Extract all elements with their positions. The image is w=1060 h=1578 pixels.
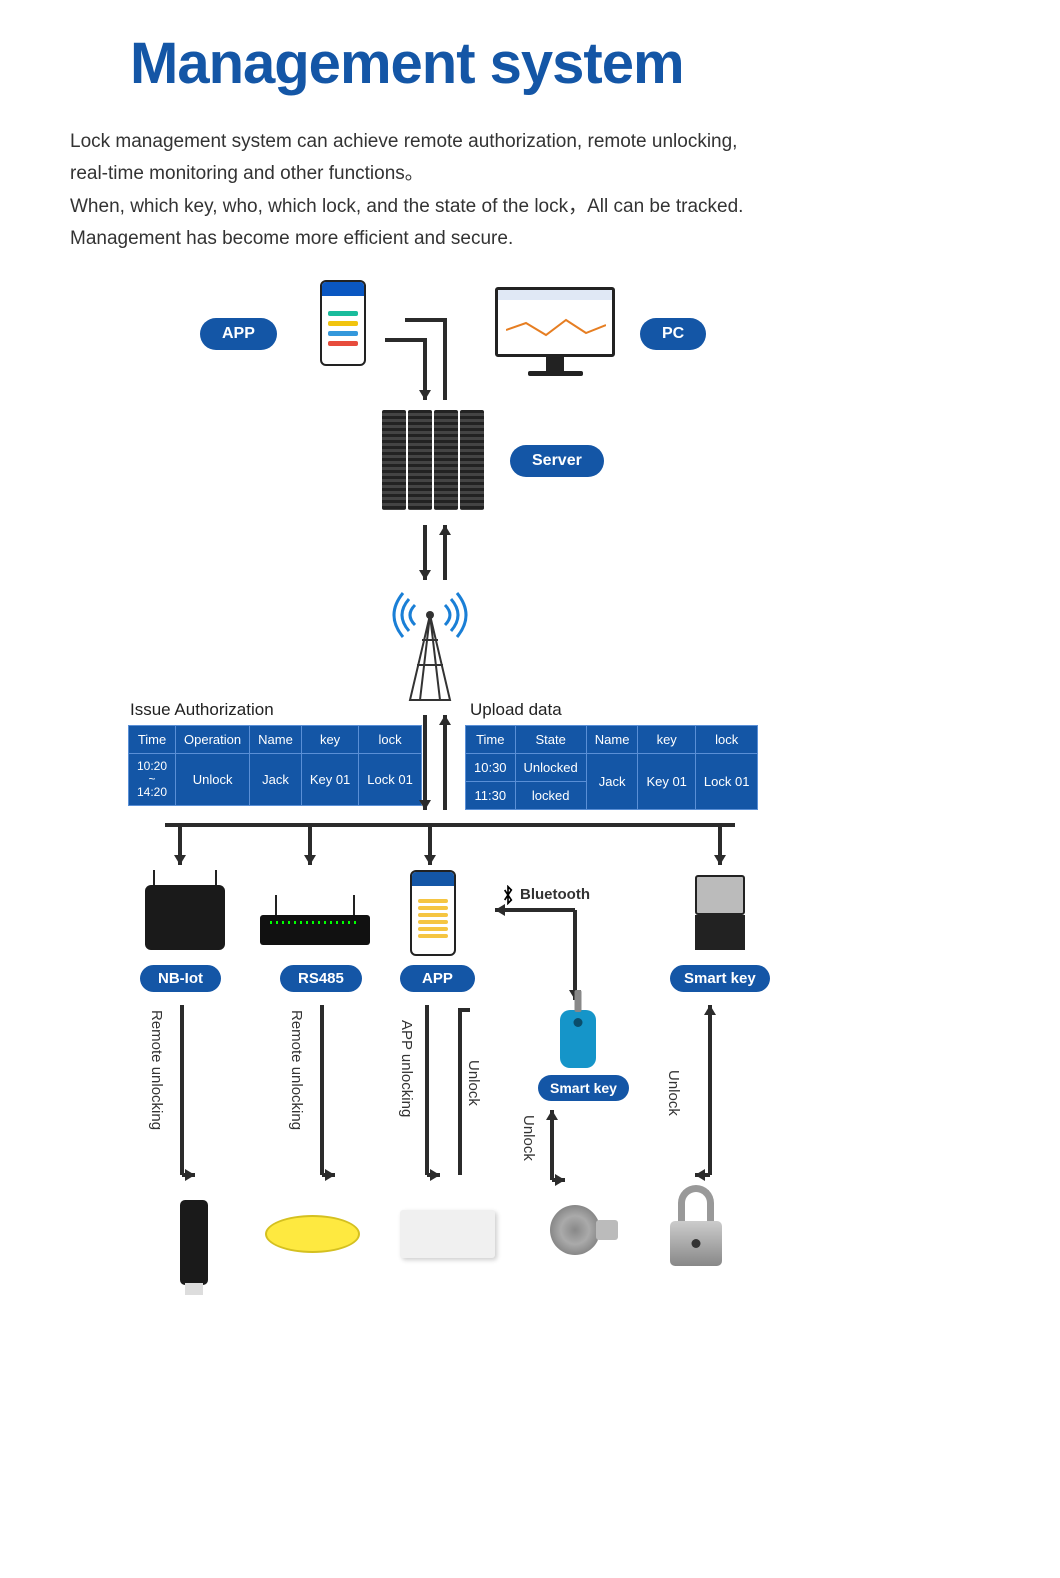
td: 11:30	[466, 781, 516, 809]
vert-unlock2: Unlock	[520, 1115, 537, 1161]
th-lock: lock	[695, 725, 758, 753]
td-key: Key 01	[301, 753, 358, 806]
th-state: State	[515, 725, 586, 753]
upload-data-table: Time State Name key lock 10:30 Unlocked …	[465, 725, 758, 810]
vert-unlock3: Unlock	[665, 1070, 682, 1116]
desc-line: real-time monitoring and other functions…	[70, 159, 990, 189]
antenna-icon	[395, 585, 465, 710]
arrow-fob-down-icon	[540, 1105, 570, 1195]
smartkey-reader-icon	[695, 875, 745, 950]
description-block: Lock management system can achieve remot…	[70, 127, 990, 255]
th-name: Name	[586, 725, 638, 753]
td: Jack	[586, 753, 638, 809]
th-time: Time	[466, 725, 516, 753]
desc-line: When, which key, who, which lock, and th…	[70, 192, 990, 222]
td-time: 10:20 ~ 14:20	[129, 753, 176, 806]
lock-handle-icon	[180, 1200, 208, 1285]
server-icon	[382, 410, 484, 510]
th-name: Name	[250, 725, 302, 753]
phone-icon	[320, 280, 366, 366]
issue-auth-label: Issue Authorization	[130, 700, 274, 720]
vert-appunlock: APP unlocking	[398, 1020, 415, 1117]
th-key: key	[638, 725, 695, 753]
monitor-icon	[495, 287, 615, 376]
app-pill: APP	[200, 318, 277, 350]
app2-pill: APP	[400, 965, 475, 992]
system-diagram: APP PC Server	[70, 280, 990, 1530]
th-key: key	[301, 725, 358, 753]
arrow-nbiot-down-icon	[170, 1000, 200, 1190]
upload-data-label: Upload data	[470, 700, 562, 720]
smartkey-reader-pill: Smart key	[670, 965, 770, 992]
keyfob-icon	[560, 1010, 596, 1068]
padlock-icon	[670, 1185, 722, 1266]
td: 10:30	[466, 753, 516, 781]
page-title: Management system	[130, 30, 990, 97]
td-op: Unlock	[176, 753, 250, 806]
td-name: Jack	[250, 753, 302, 806]
vert-unlock1: Unlock	[465, 1060, 482, 1106]
arrow-server-antenna-icon	[410, 520, 460, 590]
distribution-bus-icon	[165, 815, 735, 875]
arrow-reader-down-icon	[680, 1000, 720, 1190]
lock-cylinder-icon	[550, 1205, 600, 1255]
td: Key 01	[638, 753, 695, 809]
smartkey-fob-pill: Smart key	[538, 1075, 629, 1101]
lock-disc-icon	[265, 1215, 360, 1253]
arrow-mid-icon	[410, 710, 460, 820]
th-operation: Operation	[176, 725, 250, 753]
nbiot-pill: NB-Iot	[140, 965, 221, 992]
arrow-rs485-down-icon	[310, 1000, 340, 1190]
arrow-app-to-server-icon	[365, 310, 475, 410]
router-icon	[260, 915, 370, 945]
issue-auth-table: Time Operation Name key lock 10:20 ~ 14:…	[128, 725, 422, 807]
vert-remote2: Remote unlocking	[288, 1010, 305, 1130]
rs485-pill: RS485	[280, 965, 362, 992]
td: locked	[515, 781, 586, 809]
nbiot-device-icon	[145, 885, 225, 950]
server-pill: Server	[510, 445, 604, 477]
desc-line: Lock management system can achieve remot…	[70, 127, 990, 157]
lock-box-icon	[400, 1210, 495, 1258]
desc-line: Management has become more efficient and…	[70, 224, 990, 254]
td: Lock 01	[695, 753, 758, 809]
phone2-icon	[410, 870, 456, 956]
td: Unlocked	[515, 753, 586, 781]
vert-remote1: Remote unlocking	[148, 1010, 165, 1130]
pc-pill: PC	[640, 318, 706, 350]
th-time: Time	[129, 725, 176, 753]
